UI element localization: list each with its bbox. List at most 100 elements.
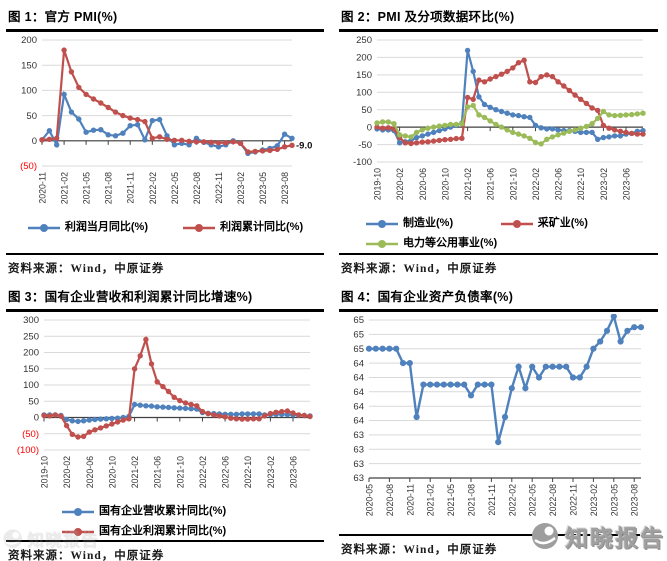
svg-text:2020-02: 2020-02 xyxy=(62,456,72,488)
svg-text:150: 150 xyxy=(356,70,372,81)
legend-line-marker-icon xyxy=(366,239,398,248)
figure-4-panel: 图 4：国有企业资产负债率(%) 65 65 65 64 64 64 64 64 63 63 63 6… xyxy=(333,280,667,561)
legend-label: 制造业(%) xyxy=(403,217,454,229)
svg-text:2021-10: 2021-10 xyxy=(508,168,518,200)
svg-text:2023-08: 2023-08 xyxy=(280,172,290,204)
svg-text:-50: -50 xyxy=(358,140,372,151)
svg-text:250: 250 xyxy=(356,35,372,46)
figure-3-panel: 图 3：国有企业营收和利润累计同比增速%) 300 250 200 150 100 50 0… xyxy=(0,280,333,561)
legend-line-marker-icon xyxy=(366,219,398,228)
svg-text:50: 50 xyxy=(361,105,372,116)
svg-text:2020-11: 2020-11 xyxy=(38,172,48,204)
figure-2-source: 资料来源：Wind，中原证券 xyxy=(341,263,498,275)
svg-text:2021-08: 2021-08 xyxy=(467,484,477,516)
svg-text:63: 63 xyxy=(353,459,364,470)
figure-3-legend: 国有企业营收累计同比(%) 国有企业利润累计同比(%) xyxy=(6,503,324,540)
svg-text:2022-02: 2022-02 xyxy=(198,456,208,488)
figure-3-plot: 300 250 200 150 100 50 0 (50) (100)2019-10 2020-0… xyxy=(17,315,313,488)
svg-text:2022-11: 2022-11 xyxy=(569,484,579,516)
svg-text:2022-06: 2022-06 xyxy=(221,456,231,488)
svg-text:150: 150 xyxy=(23,364,39,375)
svg-text:63: 63 xyxy=(353,473,364,484)
svg-text:2023-05: 2023-05 xyxy=(609,484,619,516)
svg-text:200: 200 xyxy=(21,35,37,46)
svg-text:0: 0 xyxy=(34,413,39,424)
svg-text:2020-10: 2020-10 xyxy=(440,168,450,200)
svg-text:2022-08: 2022-08 xyxy=(548,484,558,516)
svg-text:2020-06: 2020-06 xyxy=(85,456,95,488)
svg-text:2021-05: 2021-05 xyxy=(82,172,92,204)
svg-text:64: 64 xyxy=(353,358,364,369)
svg-text:65: 65 xyxy=(353,315,364,326)
svg-text:2019-10: 2019-10 xyxy=(373,168,383,200)
figure-1-source: 资料来源：Wind，中原证券 xyxy=(8,263,165,275)
figure-1-source-block: 资料来源：Wind，中原证券 xyxy=(6,253,324,280)
svg-text:2022-02: 2022-02 xyxy=(148,172,158,204)
figure-3-source-rule xyxy=(6,540,324,543)
svg-text:2019-10: 2019-10 xyxy=(40,456,50,488)
svg-text:2022-08: 2022-08 xyxy=(192,172,202,204)
svg-text:2021-06: 2021-06 xyxy=(153,456,163,488)
svg-text:0: 0 xyxy=(367,122,372,133)
legend-line-marker-icon xyxy=(62,527,94,536)
legend-item: 采矿业(%) xyxy=(500,215,635,232)
svg-text:63: 63 xyxy=(353,430,364,441)
svg-text:2023-06: 2023-06 xyxy=(622,168,632,200)
legend-label: 采矿业(%) xyxy=(537,217,588,229)
svg-text:2021-11: 2021-11 xyxy=(487,484,497,516)
figure-1-legend: 利润当月同比(%) 利润累计同比(%) xyxy=(6,219,324,236)
svg-text:2023-06: 2023-06 xyxy=(289,456,299,488)
svg-text:200: 200 xyxy=(356,53,372,64)
legend-label: 利润当月同比(%) xyxy=(64,221,148,233)
svg-text:2022-05: 2022-05 xyxy=(170,172,180,204)
svg-text:2021-06: 2021-06 xyxy=(486,168,496,200)
figure-4-source-block: 资料来源：Wind，中原证券 xyxy=(339,534,658,561)
svg-text:100: 100 xyxy=(23,380,39,391)
figure-1-plot: 200 150 100 50 0 (50)2020-11 2021-02 2021-05 202… xyxy=(20,35,312,204)
svg-text:2020-11: 2020-11 xyxy=(405,484,415,516)
svg-text:2023-02: 2023-02 xyxy=(266,456,276,488)
figure-4-chart: 65 65 65 64 64 64 64 64 63 63 63 63 2020-05 2020-08 20… xyxy=(339,312,658,533)
svg-text:2021-10: 2021-10 xyxy=(175,456,185,488)
figure-3-title: 图 3：国有企业营收和利润累计同比增速%) xyxy=(6,283,324,312)
svg-text:2021-02: 2021-02 xyxy=(130,456,140,488)
svg-text:2020-02: 2020-02 xyxy=(395,168,405,200)
svg-text:200: 200 xyxy=(23,348,39,359)
figure-3-chart: 300 250 200 150 100 50 0 (50) (100) 2019-10 2020-0… xyxy=(6,314,324,503)
svg-text:2023-08: 2023-08 xyxy=(630,484,640,516)
figure-2-source-block: 资料来源：Wind，中原证券 xyxy=(339,253,658,280)
svg-text:(100): (100) xyxy=(17,445,39,456)
legend-item: 利润累计同比(%) xyxy=(182,219,303,236)
figure-3-source: 资料来源：Wind，中原证券 xyxy=(8,550,165,561)
svg-text:64: 64 xyxy=(353,401,364,412)
svg-text:64: 64 xyxy=(353,373,364,384)
svg-text:150: 150 xyxy=(21,60,37,71)
legend-item: 国有企业利润累计同比(%) xyxy=(61,523,269,540)
svg-text:2022-06: 2022-06 xyxy=(554,168,564,200)
figure-1-panel: 图 1：官方 PMI(%) 200 150 100 50 0 (50) 2020-11 202… xyxy=(0,0,333,280)
svg-text:2020-06: 2020-06 xyxy=(418,168,428,200)
svg-text:-100: -100 xyxy=(353,157,372,168)
svg-text:2021-02: 2021-02 xyxy=(426,484,436,516)
svg-text:63: 63 xyxy=(353,445,364,456)
legend-line-marker-icon xyxy=(500,219,533,228)
legend-line-marker-icon xyxy=(62,507,94,516)
svg-text:2022-05: 2022-05 xyxy=(528,484,538,516)
svg-text:2021-11: 2021-11 xyxy=(126,172,136,204)
svg-text:2023-02: 2023-02 xyxy=(589,484,599,516)
svg-text:50: 50 xyxy=(28,397,39,408)
svg-text:50: 50 xyxy=(26,111,37,122)
legend-line-marker-icon xyxy=(183,223,215,232)
svg-text:2021-05: 2021-05 xyxy=(446,484,456,516)
svg-text:-9.0: -9.0 xyxy=(296,140,312,151)
svg-text:65: 65 xyxy=(353,330,364,341)
figure-2-title: 图 2：PMI 及分项数据环比(%) xyxy=(339,3,658,32)
legend-label: 利润累计同比(%) xyxy=(220,221,304,233)
svg-text:2020-05: 2020-05 xyxy=(365,484,375,516)
svg-text:2022-10: 2022-10 xyxy=(243,456,253,488)
legend-item: 利润当月同比(%) xyxy=(27,219,148,236)
svg-text:2021-02: 2021-02 xyxy=(463,168,473,200)
